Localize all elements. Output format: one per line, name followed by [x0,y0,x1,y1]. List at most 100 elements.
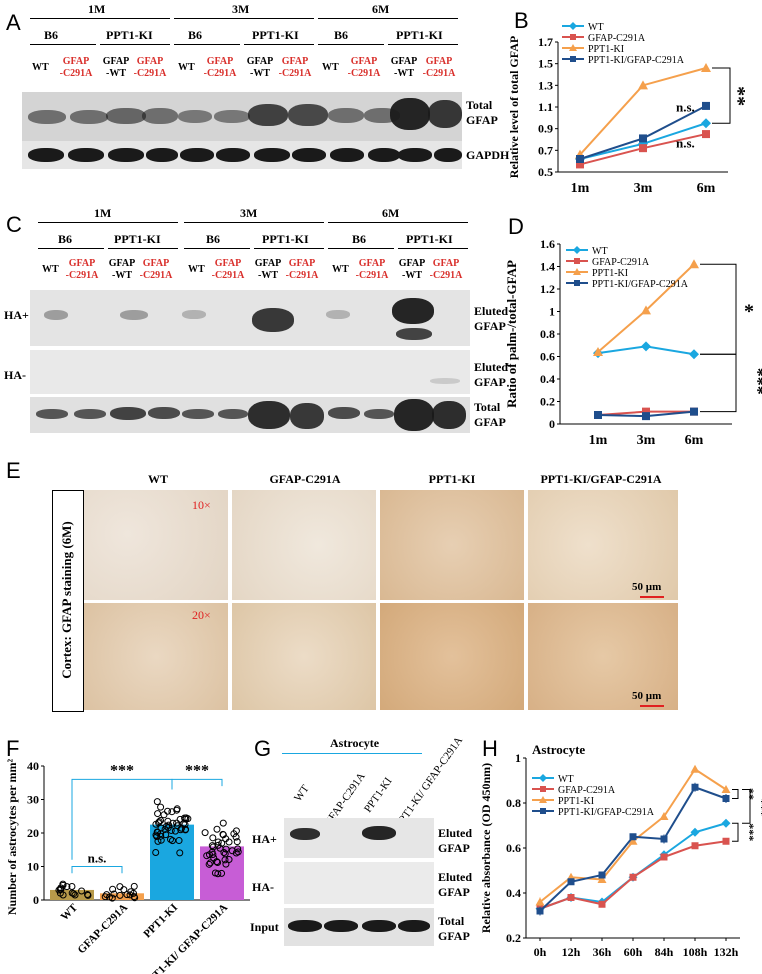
x-tick-label: 84h [655,945,674,959]
data-point [130,882,138,890]
data-point [71,891,79,899]
lane-label-wt: WT [292,782,312,804]
data-point [210,854,218,862]
x-tick-label: PPT1-KI/ GFAP-C291A [141,902,230,974]
age-label-6m: 6M [382,206,400,220]
data-point-ppt1-ki-gfap-c291a [660,835,668,843]
data-point [211,869,219,877]
lane-gfap-c291a: GFAP -C291A [65,258,99,281]
panel-d-label: D [508,214,524,239]
data-point-ppt1-ki [593,347,603,356]
age-label-3m: 3M [240,206,258,220]
data-point [164,824,172,832]
micrograph-ppt1-ki-gfap-c291a-10x [528,490,678,600]
data-point-ppt1-ki-gfap-c291a [576,155,584,163]
y-tick-label: 1.6 [540,237,555,251]
scale-bar-label-bottom: 50 µm [632,690,662,702]
y-tick-label: 0.7 [538,143,553,157]
lane-gfap-c291a: GFAP -C291A [422,56,456,79]
data-point-ppt1-ki-gfap-c291a [702,101,710,110]
legend-label-ppt1-ki: PPT1-KI [558,796,594,807]
data-point [164,807,172,815]
data-point [70,890,78,898]
y-tick-label: 0.4 [506,886,521,900]
strain-ppt1ki-3: PPT1-KI [406,232,453,246]
y-tick-label: 0.2 [540,395,555,409]
y-axis-label: Relative level of total GFAP [507,36,521,178]
data-point [232,833,240,841]
strain-ppt1ki-1: PPT1-KI [114,232,161,246]
significance-bracket [732,822,739,842]
data-point-ppt1-ki [638,80,648,90]
x-tick-label: 12h [562,945,581,959]
data-point-wt [689,349,699,360]
y-tick-label: 30 [27,793,39,807]
y-tick-label: 1 [549,305,555,319]
lane-wt: WT [42,264,59,275]
age-label-3m: 3M [232,2,250,16]
data-point [154,810,162,818]
data-point [219,831,227,839]
data-point [155,819,163,827]
y-tick-label: 0.8 [506,796,521,810]
data-point [214,859,222,867]
lane-gfap-c291a: GFAP -C291A [429,258,463,281]
western-blot-ha-minus [284,862,434,904]
y-tick-label: 0 [549,417,555,431]
data-point [153,832,161,840]
legend-label-ppt1-ki: PPT1-KI [592,268,628,279]
data-point [208,842,216,850]
x-tick-label: 132h [714,945,739,959]
panel-f-label: F [6,736,20,761]
data-point-ppt1-ki [641,305,651,315]
data-point [116,891,124,899]
micrograph-wt-20x [84,603,228,710]
data-point [209,843,217,851]
y-axis-label: Number of astrocytes per mm² [5,758,19,915]
significance-label: n.s. [676,136,695,151]
lane-gfap-wt: GFAP -WT [102,56,130,79]
lane-gfap-wt: GFAP -WT [254,258,282,281]
lane-gfap-c291a: GFAP -C291A [59,56,93,79]
data-point [123,891,131,899]
data-point [181,826,189,834]
legend-marker [539,774,547,782]
data-point-ppt1-ki-gfap-c291a [536,907,544,915]
data-point [167,835,175,843]
data-point-ppt1-ki [535,897,545,906]
data-point [218,839,226,847]
lane-gfap-wt: GFAP -WT [108,258,136,281]
legend-marker [573,268,581,275]
significance-label: *** [748,368,762,395]
data-point-wt [641,341,651,352]
data-point [234,848,242,856]
legend-marker [569,44,577,51]
lane-gfap-c291a: GFAP -C291A [211,258,245,281]
lane-gfap-c291a: GFAP -C291A [133,56,167,79]
data-point [222,845,230,853]
panel-h-label: H [482,736,498,761]
column-label-ppt1-ki-gfap-c291a: PPT1-KI/GFAP-C291A [540,472,662,486]
panel-a-label: A [6,10,21,35]
legend-label-gfap-c291a: GFAP-C291A [588,33,646,44]
lane-wt: WT [188,264,205,275]
y-axis-label: Ratio of palm-/total-GFAP [504,260,519,408]
data-point [225,838,233,846]
strain-ppt1ki-3: PPT1-KI [396,28,443,42]
legend-marker [540,808,546,814]
y-tick-label: 0.5 [538,165,553,179]
lane-gfap-c291a: GFAP -C291A [203,56,237,79]
data-point [154,837,162,845]
x-tick-label: 1m [571,181,590,195]
x-tick-label: 108h [683,945,708,959]
data-point-ppt1-ki-gfap-c291a [567,878,575,886]
data-point [120,886,128,894]
x-tick-label: 6m [685,433,704,448]
y-tick-label: 1.1 [538,100,553,114]
column-label-wt: WT [147,472,168,486]
lane-label-ppt1-ki: PPT1-KI [362,775,395,815]
panel-b-label: B [514,8,529,33]
row-label-gapdh: GAPDH [466,148,510,162]
y-axis-label: Relative absorbance (OD 450nm) [479,763,493,933]
legend-marker [573,246,581,254]
